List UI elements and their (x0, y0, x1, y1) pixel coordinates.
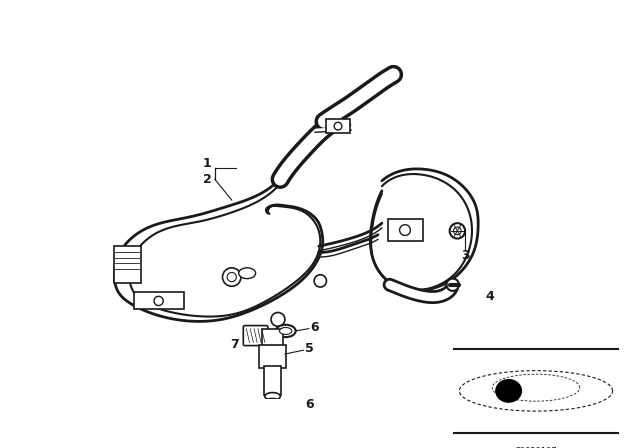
Circle shape (223, 268, 241, 286)
FancyBboxPatch shape (264, 366, 281, 395)
Ellipse shape (276, 325, 296, 337)
FancyBboxPatch shape (388, 220, 422, 241)
Circle shape (496, 379, 522, 402)
FancyBboxPatch shape (326, 119, 349, 133)
Ellipse shape (262, 399, 283, 409)
FancyBboxPatch shape (114, 246, 141, 283)
Text: 5: 5 (305, 342, 314, 355)
FancyBboxPatch shape (259, 345, 285, 368)
Ellipse shape (239, 268, 255, 279)
Text: 3: 3 (461, 249, 469, 262)
Ellipse shape (280, 327, 292, 334)
Circle shape (314, 275, 326, 287)
Circle shape (399, 225, 410, 236)
Circle shape (334, 122, 342, 130)
Circle shape (271, 313, 285, 326)
Text: 6: 6 (305, 398, 314, 411)
Circle shape (154, 296, 163, 306)
FancyBboxPatch shape (243, 326, 268, 345)
Text: C0029197: C0029197 (515, 447, 557, 448)
Ellipse shape (266, 401, 279, 407)
FancyBboxPatch shape (134, 293, 184, 310)
Text: 2: 2 (203, 173, 211, 186)
Text: 1: 1 (203, 157, 211, 170)
Text: 4: 4 (485, 290, 494, 303)
Circle shape (454, 227, 461, 235)
Circle shape (447, 279, 459, 291)
Text: 7: 7 (230, 337, 239, 350)
Text: 6: 6 (310, 321, 319, 334)
Circle shape (227, 272, 236, 282)
FancyBboxPatch shape (262, 329, 284, 345)
Circle shape (450, 223, 465, 238)
Ellipse shape (265, 392, 280, 400)
